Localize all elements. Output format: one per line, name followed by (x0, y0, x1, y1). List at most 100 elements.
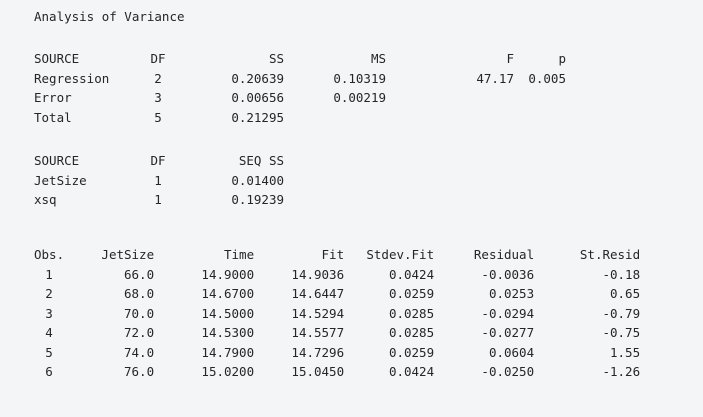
cell-st-resid: -0.79 (602, 305, 641, 321)
row-p (514, 88, 566, 108)
seq-ss-table: SOURCE DF SEQ SS JetSize 1 0.01400 xsq 1… (34, 151, 284, 210)
cell-stdev-fit: 0.0285 (388, 305, 435, 321)
cell-obs: 6 (45, 364, 53, 379)
table-row: 6 76.0 15.0200 15.0450 0.0424 -0.0250 -1… (34, 362, 640, 382)
output-title: Analysis of Variance (34, 9, 185, 24)
seq-row-jetsize: JetSize 1 0.01400 (34, 171, 284, 191)
cell-obs: 3 (45, 305, 53, 321)
anova-row-error: Error 3 0.00656 0.00219 (34, 88, 566, 108)
cell-fit: 14.5294 (291, 305, 345, 321)
row-ms: 0.00219 (333, 90, 386, 105)
header-seq-ss: SEQ SS (238, 153, 284, 168)
header-ss: SS (268, 51, 284, 66)
anova-row-regression: Regression 2 0.20639 0.10319 47.17 0.005 (34, 69, 566, 89)
cell-obs: 5 (45, 344, 53, 360)
row-ss: 0.21295 (231, 109, 284, 125)
row-source: JetSize (34, 172, 87, 188)
row-p: 0.005 (528, 70, 566, 86)
cell-residual: -0.0250 (481, 364, 535, 379)
header-source: SOURCE (34, 153, 80, 168)
row-seq-ss: 0.19239 (231, 192, 284, 207)
row-f: 47.17 (476, 70, 514, 86)
row-f (386, 108, 514, 128)
cell-time: 14.7900 (201, 344, 255, 360)
cell-stdev-fit: 0.0424 (388, 364, 435, 379)
cell-residual: -0.0294 (481, 305, 535, 321)
cell-stdev-fit: 0.0259 (388, 344, 435, 360)
table-row: 3 70.0 14.5000 14.5294 0.0285 -0.0294 -0… (34, 304, 640, 324)
cell-fit: 14.6447 (291, 286, 345, 301)
cell-jetsize: 76.0 (124, 364, 155, 379)
header-stdev-fit: Stdev.Fit (366, 247, 435, 262)
table-row: 1 66.0 14.9000 14.9036 0.0424 -0.0036 -0… (34, 265, 640, 285)
cell-residual: -0.0277 (481, 325, 535, 340)
header-df: DF (150, 153, 166, 168)
cell-time: 14.9000 (201, 266, 255, 282)
cell-jetsize: 72.0 (124, 325, 155, 340)
row-ms (284, 108, 386, 128)
row-df: 3 (154, 90, 162, 105)
cell-st-resid: -0.18 (602, 266, 641, 282)
cell-fit: 14.7296 (291, 344, 345, 360)
row-f (386, 88, 514, 108)
cell-residual: 0.0253 (488, 286, 535, 301)
header-residual: Residual (473, 247, 535, 262)
cell-fit: 15.0450 (291, 364, 345, 379)
cell-st-resid: 1.55 (610, 344, 641, 360)
cell-residual: 0.0604 (488, 344, 535, 360)
obs-header-row: Obs. JetSize Time Fit Stdev.Fit Residual… (34, 245, 640, 265)
table-row: 2 68.0 14.6700 14.6447 0.0259 0.0253 0.6… (34, 284, 640, 304)
table-row: 4 72.0 14.5300 14.5577 0.0285 -0.0277 -0… (34, 323, 640, 343)
cell-st-resid: 0.65 (610, 286, 641, 301)
observations-table: Obs. JetSize Time Fit Stdev.Fit Residual… (34, 245, 640, 382)
cell-jetsize: 70.0 (124, 305, 155, 321)
row-ms: 0.10319 (333, 70, 386, 86)
row-source: xsq (34, 192, 57, 207)
row-source: Error (34, 90, 72, 105)
cell-st-resid: -1.26 (602, 364, 641, 379)
row-df: 1 (154, 172, 162, 188)
row-p (514, 108, 566, 128)
row-df: 2 (154, 70, 162, 86)
cell-time: 14.5300 (201, 325, 255, 340)
cell-obs: 1 (45, 266, 53, 282)
cell-st-resid: -0.75 (602, 325, 641, 340)
anova-row-total: Total 5 0.21295 (34, 108, 566, 128)
cell-fit: 14.5577 (291, 325, 345, 340)
row-source: Regression (34, 70, 110, 86)
header-source: SOURCE (34, 51, 80, 66)
table-row: 5 74.0 14.7900 14.7296 0.0259 0.0604 1.5… (34, 343, 640, 363)
header-time: Time (224, 247, 255, 262)
header-df: DF (150, 51, 166, 66)
header-fit: Fit (321, 247, 345, 262)
header-p: p (558, 51, 566, 66)
seq-row-xsq: xsq 1 0.19239 (34, 190, 284, 210)
cell-time: 14.5000 (201, 305, 255, 321)
cell-jetsize: 74.0 (124, 344, 155, 360)
header-ms: MS (370, 51, 386, 66)
row-df: 1 (154, 192, 162, 207)
cell-obs: 2 (45, 286, 53, 301)
row-seq-ss: 0.01400 (231, 172, 284, 188)
header-f: F (506, 51, 514, 66)
anova-header-row: SOURCE DF SS MS F p (34, 49, 566, 69)
cell-jetsize: 68.0 (124, 286, 155, 301)
header-st-resid: St.Resid (579, 247, 641, 262)
cell-jetsize: 66.0 (124, 266, 155, 282)
cell-stdev-fit: 0.0259 (388, 286, 435, 301)
anova-table: SOURCE DF SS MS F p Regression 2 0.20639… (34, 49, 566, 127)
cell-time: 14.6700 (201, 286, 255, 301)
header-jetsize: JetSize (101, 247, 155, 262)
cell-time: 15.0200 (201, 364, 255, 379)
header-obs: Obs. (34, 247, 65, 262)
cell-stdev-fit: 0.0285 (388, 325, 435, 340)
row-ss: 0.00656 (231, 90, 284, 105)
cell-stdev-fit: 0.0424 (388, 266, 435, 282)
cell-residual: -0.0036 (481, 266, 535, 282)
seq-header-row: SOURCE DF SEQ SS (34, 151, 284, 171)
cell-fit: 14.9036 (291, 266, 345, 282)
cell-obs: 4 (45, 325, 53, 340)
row-ss: 0.20639 (231, 70, 284, 86)
row-df: 5 (154, 109, 162, 125)
